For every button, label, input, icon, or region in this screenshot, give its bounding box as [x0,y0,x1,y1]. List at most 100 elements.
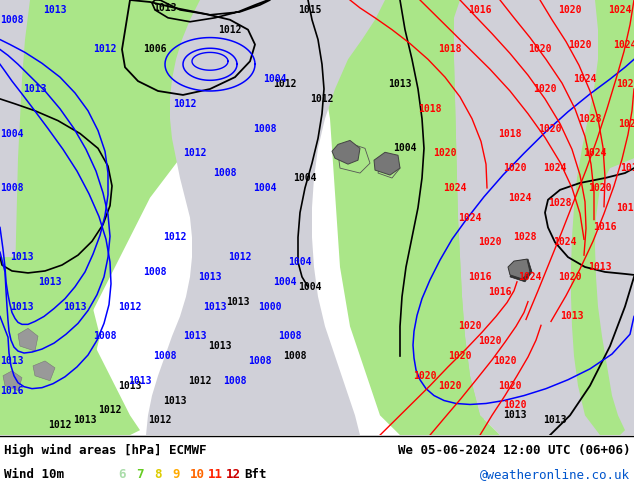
Text: @weatheronline.co.uk: @weatheronline.co.uk [480,467,630,481]
Text: 1008: 1008 [0,15,23,25]
Text: 1024: 1024 [518,272,541,282]
Text: 1013: 1013 [560,312,584,321]
Text: 1008: 1008 [278,331,302,341]
Text: 12: 12 [226,467,241,481]
Text: 1004: 1004 [263,74,287,84]
Text: 1018: 1018 [498,128,522,139]
Polygon shape [0,0,634,435]
Text: 1008: 1008 [153,351,177,361]
Text: 1020: 1020 [618,119,634,128]
Polygon shape [508,259,530,279]
Text: 1020: 1020 [478,336,501,346]
Text: 1012: 1012 [183,148,207,158]
Text: 1020: 1020 [503,163,527,173]
Text: 1006: 1006 [143,45,167,54]
Text: 1015: 1015 [298,5,321,15]
Text: 1008: 1008 [283,351,307,361]
Text: 1024: 1024 [616,79,634,89]
Text: 1024: 1024 [508,193,532,203]
Text: 1013: 1013 [616,203,634,213]
Text: Bft: Bft [244,467,266,481]
Text: 7: 7 [136,467,143,481]
Text: 1004: 1004 [393,144,417,153]
Text: 1024: 1024 [613,40,634,49]
Text: 1013: 1013 [63,301,87,312]
Text: 1024: 1024 [583,148,607,158]
Text: High wind areas [hPa] ECMWF: High wind areas [hPa] ECMWF [4,443,207,457]
Text: 1016: 1016 [469,272,492,282]
Text: 1028: 1028 [578,114,602,123]
Text: 1016: 1016 [0,386,23,395]
Text: 1013: 1013 [23,84,47,94]
Text: 1013: 1013 [163,395,187,406]
Text: 1012: 1012 [119,301,142,312]
Text: 1013: 1013 [208,341,232,351]
Text: 1018: 1018 [438,45,462,54]
Text: 1013: 1013 [43,5,67,15]
Text: 1020: 1020 [498,381,522,391]
Text: 1012: 1012 [93,45,117,54]
Text: 1004: 1004 [273,277,297,287]
Text: 1013: 1013 [10,252,34,262]
Text: 1012: 1012 [218,24,242,35]
Text: 1004: 1004 [288,257,312,267]
Polygon shape [454,0,634,435]
Text: 1024: 1024 [543,163,567,173]
Text: 1000: 1000 [258,301,281,312]
Text: 1008: 1008 [0,183,23,193]
Polygon shape [0,0,160,435]
Text: 1008: 1008 [93,331,117,341]
Text: 1013: 1013 [10,301,34,312]
Text: 1012: 1012 [228,252,252,262]
Text: 1016: 1016 [469,5,492,15]
Text: 1020: 1020 [448,351,472,361]
Text: 1013: 1013 [503,410,527,420]
Polygon shape [0,257,100,435]
Text: 1013: 1013 [153,3,177,13]
Polygon shape [3,371,22,391]
Text: 1020: 1020 [588,183,612,193]
Text: 1013: 1013 [588,262,612,272]
Text: 1013: 1013 [226,296,250,307]
Text: Wind 10m: Wind 10m [4,467,64,481]
Text: 1013: 1013 [128,376,152,386]
Polygon shape [146,0,385,435]
Text: 1008: 1008 [249,356,272,366]
Text: 1012: 1012 [48,420,72,430]
Text: 1012: 1012 [188,376,212,386]
Text: 1024: 1024 [553,237,577,247]
Text: 8: 8 [154,467,162,481]
Text: 1024: 1024 [608,5,631,15]
Text: 1024: 1024 [458,213,482,222]
Text: 1020: 1020 [433,148,456,158]
Text: 1028: 1028 [514,232,537,243]
Text: 1020: 1020 [533,84,557,94]
Text: 1013: 1013 [204,301,227,312]
Text: 1020: 1020 [478,237,501,247]
Text: 1013: 1013 [198,272,222,282]
Text: 1013: 1013 [183,331,207,341]
Text: 1013: 1013 [388,79,411,89]
Text: 1013: 1013 [543,416,567,425]
Polygon shape [571,0,634,435]
Text: 1028: 1028 [548,198,572,208]
Text: 1016: 1016 [620,163,634,173]
Polygon shape [374,152,400,175]
Text: 1016: 1016 [488,287,512,297]
Text: 1008: 1008 [253,123,277,134]
Text: 1020: 1020 [538,123,562,134]
Text: 1020: 1020 [413,371,437,381]
Text: 1004: 1004 [298,282,321,292]
Polygon shape [332,141,360,164]
Text: 1004: 1004 [0,128,23,139]
Polygon shape [33,361,55,381]
Text: 1024: 1024 [443,183,467,193]
Text: 1013: 1013 [38,277,61,287]
Text: 1024: 1024 [573,74,597,84]
Text: 1012: 1012 [163,232,187,243]
Text: 1008: 1008 [213,168,236,178]
Text: 6: 6 [118,467,126,481]
Polygon shape [415,0,500,435]
Text: 1020: 1020 [458,321,482,331]
Text: 1020: 1020 [559,272,582,282]
